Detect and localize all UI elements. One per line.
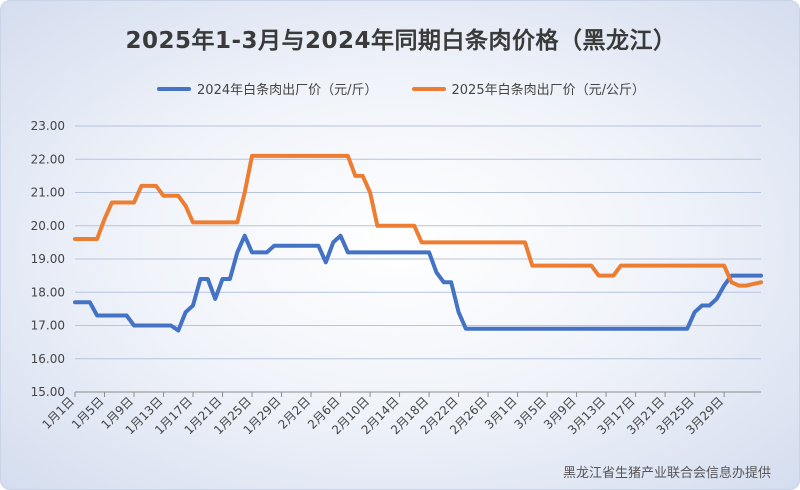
- legend-label-2024: 2024年白条肉出厂价（元/斤）: [197, 83, 378, 98]
- x-tick-label: 1月1日: [39, 394, 77, 432]
- legend-item-2024: 2024年白条肉出厂价（元/斤）: [157, 79, 378, 98]
- y-tick-label: 21.00: [31, 186, 65, 200]
- y-tick-label: 15.00: [31, 385, 65, 399]
- y-tick-label: 23.00: [31, 119, 65, 133]
- legend-item-2025: 2025年白条肉出厂价（元/公斤）: [411, 79, 645, 98]
- legend-swatch-2024: [157, 86, 192, 91]
- y-tick-label: 20.00: [31, 219, 65, 233]
- series-line-2025: [73, 153, 763, 288]
- y-tick-label: 17.00: [31, 319, 65, 333]
- legend-swatch-2025: [411, 86, 446, 91]
- y-tick-label: 18.00: [31, 285, 65, 299]
- legend-label-2025: 2025年白条肉出厂价（元/公斤）: [451, 83, 645, 98]
- legend: 2024年白条肉出厂价（元/斤） 2025年白条肉出厂价（元/公斤）: [1, 79, 799, 98]
- y-tick-label: 22.00: [31, 152, 65, 166]
- y-tick-label: 16.00: [31, 352, 65, 366]
- chart-title: 2025年1-3月与2024年同期白条肉价格（黑龙江）: [125, 28, 677, 54]
- x-tick-label: 2月2日: [275, 394, 313, 432]
- x-tick-label: 1月5日: [69, 394, 107, 432]
- x-tick-label: 3月5日: [512, 394, 550, 432]
- x-tick-label: 3月1日: [482, 394, 520, 432]
- source-note: 黑龙江省生猪产业联合会信息办提供: [562, 466, 771, 481]
- series-line-2024: [73, 233, 763, 333]
- y-tick-label: 19.00: [31, 252, 65, 266]
